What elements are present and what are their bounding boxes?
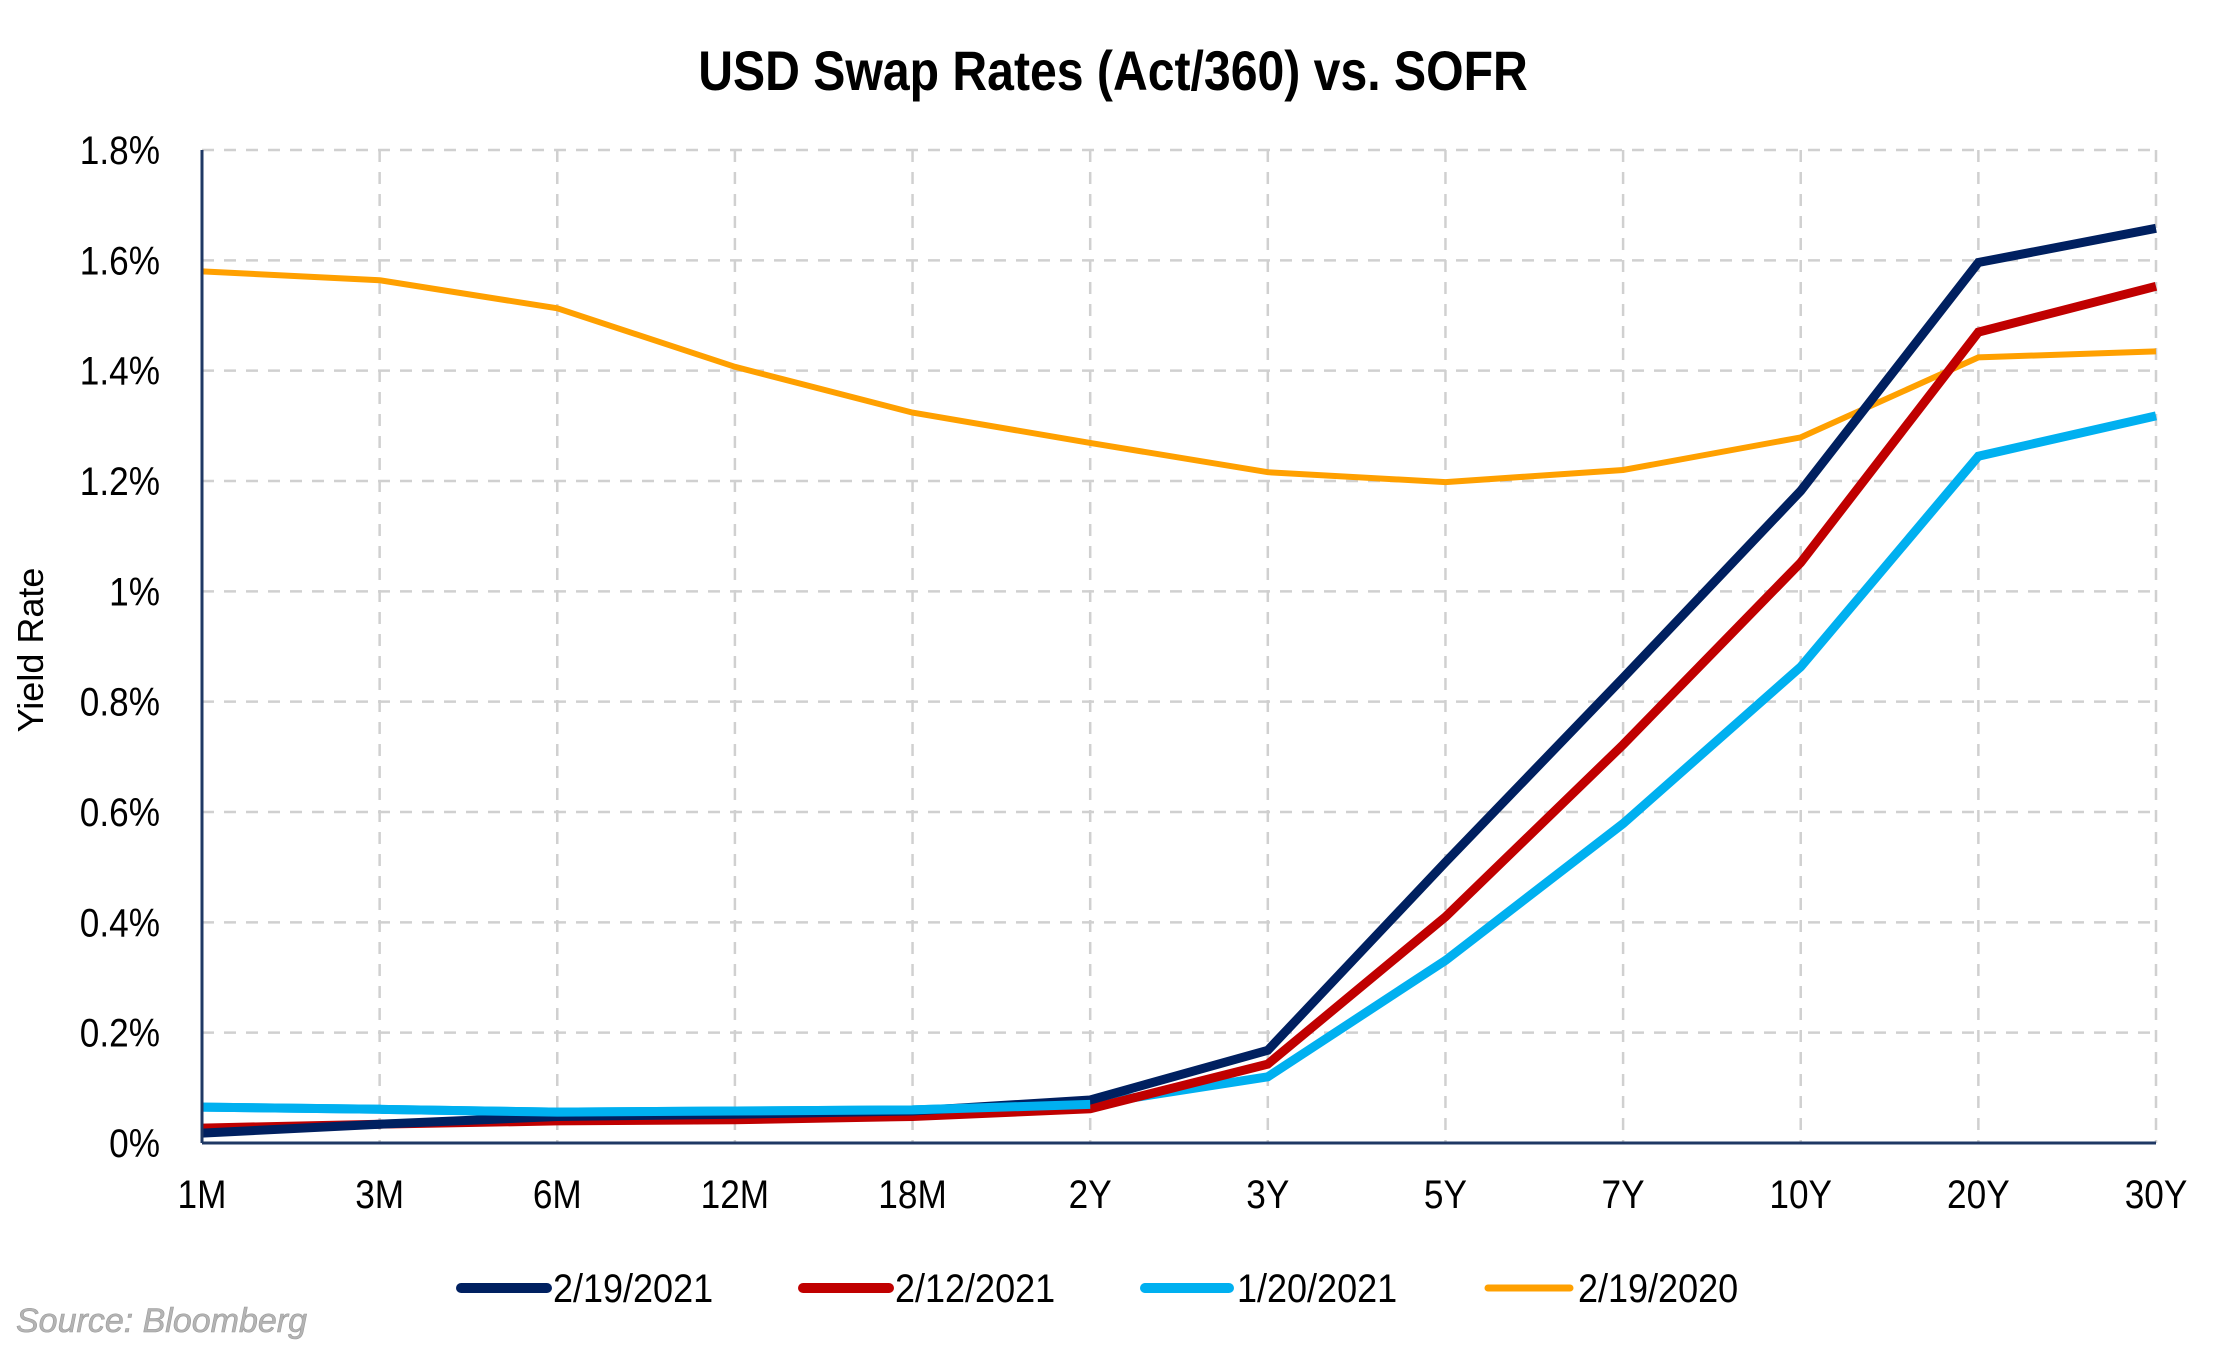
source-note: Source: Bloomberg [16, 1302, 307, 1340]
legend-label: 2/19/2021 [553, 1267, 713, 1311]
gridlines [202, 148, 2158, 1143]
legend-label: 2/19/2020 [1578, 1267, 1738, 1311]
y-tick-label: 0.8% [80, 680, 160, 725]
y-tick-label: 1.4% [80, 349, 160, 394]
x-tick-label: 6M [533, 1172, 582, 1217]
y-tick-label: 0.2% [80, 1011, 160, 1056]
x-tick-label: 10Y [1769, 1172, 1832, 1217]
x-tick-label: 20Y [1947, 1172, 2010, 1217]
x-tick-label: 18M [878, 1172, 946, 1217]
y-tick-label: 1% [109, 569, 160, 614]
axes [200, 150, 2156, 1145]
legend-item: 2/12/2021 [798, 1267, 1055, 1311]
series-line-2-19-2021 [201, 223, 2157, 1138]
x-tick-label: 2Y [1069, 1172, 1112, 1217]
y-tick-label: 0.6% [80, 790, 160, 835]
x-tick-label: 3M [355, 1172, 404, 1217]
x-tick-label: 7Y [1602, 1172, 1645, 1217]
x-tick-label: 30Y [2125, 1172, 2188, 1217]
y-axis-ticks: 0% 0.2% 0.4% 0.6% 0.8% 1% 1.2% 1.4% 1.6% 1.8% [80, 128, 160, 1166]
y-tick-label: 0% [109, 1121, 160, 1166]
series-line-overlay-1-20-2021 [201, 1099, 1091, 1117]
y-tick-label: 1.2% [80, 459, 160, 504]
y-tick-label: 1.6% [80, 238, 160, 283]
legend-item: 2/19/2021 [456, 1267, 713, 1311]
chart-title: USD Swap Rates (Act/360) vs. SOFR [698, 41, 1528, 103]
x-tick-label: 5Y [1424, 1172, 1467, 1217]
x-tick-label: 12M [701, 1172, 769, 1217]
series-line-1-20-2021 [201, 411, 2157, 1117]
y-axis-title: Yield Rate [10, 568, 51, 733]
x-tick-label: 3Y [1246, 1172, 1289, 1217]
x-axis-ticks: 1M 3M 6M 12M 18M 2Y 3Y 5Y 7Y 10Y 20Y 30Y [178, 1172, 2188, 1217]
series-line-2-19-2020 [201, 268, 2157, 486]
legend-label: 1/20/2021 [1237, 1267, 1397, 1311]
legend-item: 2/19/2020 [1484, 1267, 1738, 1311]
legend-item: 1/20/2021 [1140, 1267, 1397, 1311]
x-tick-label: 1M [178, 1172, 227, 1217]
legend: 2/19/2021 2/12/2021 1/20/2021 2/19/2020 [456, 1267, 1738, 1311]
y-tick-label: 0.4% [80, 900, 160, 945]
legend-label: 2/12/2021 [895, 1267, 1055, 1311]
y-tick-label: 1.8% [80, 128, 160, 173]
series-lines [201, 223, 2158, 1138]
